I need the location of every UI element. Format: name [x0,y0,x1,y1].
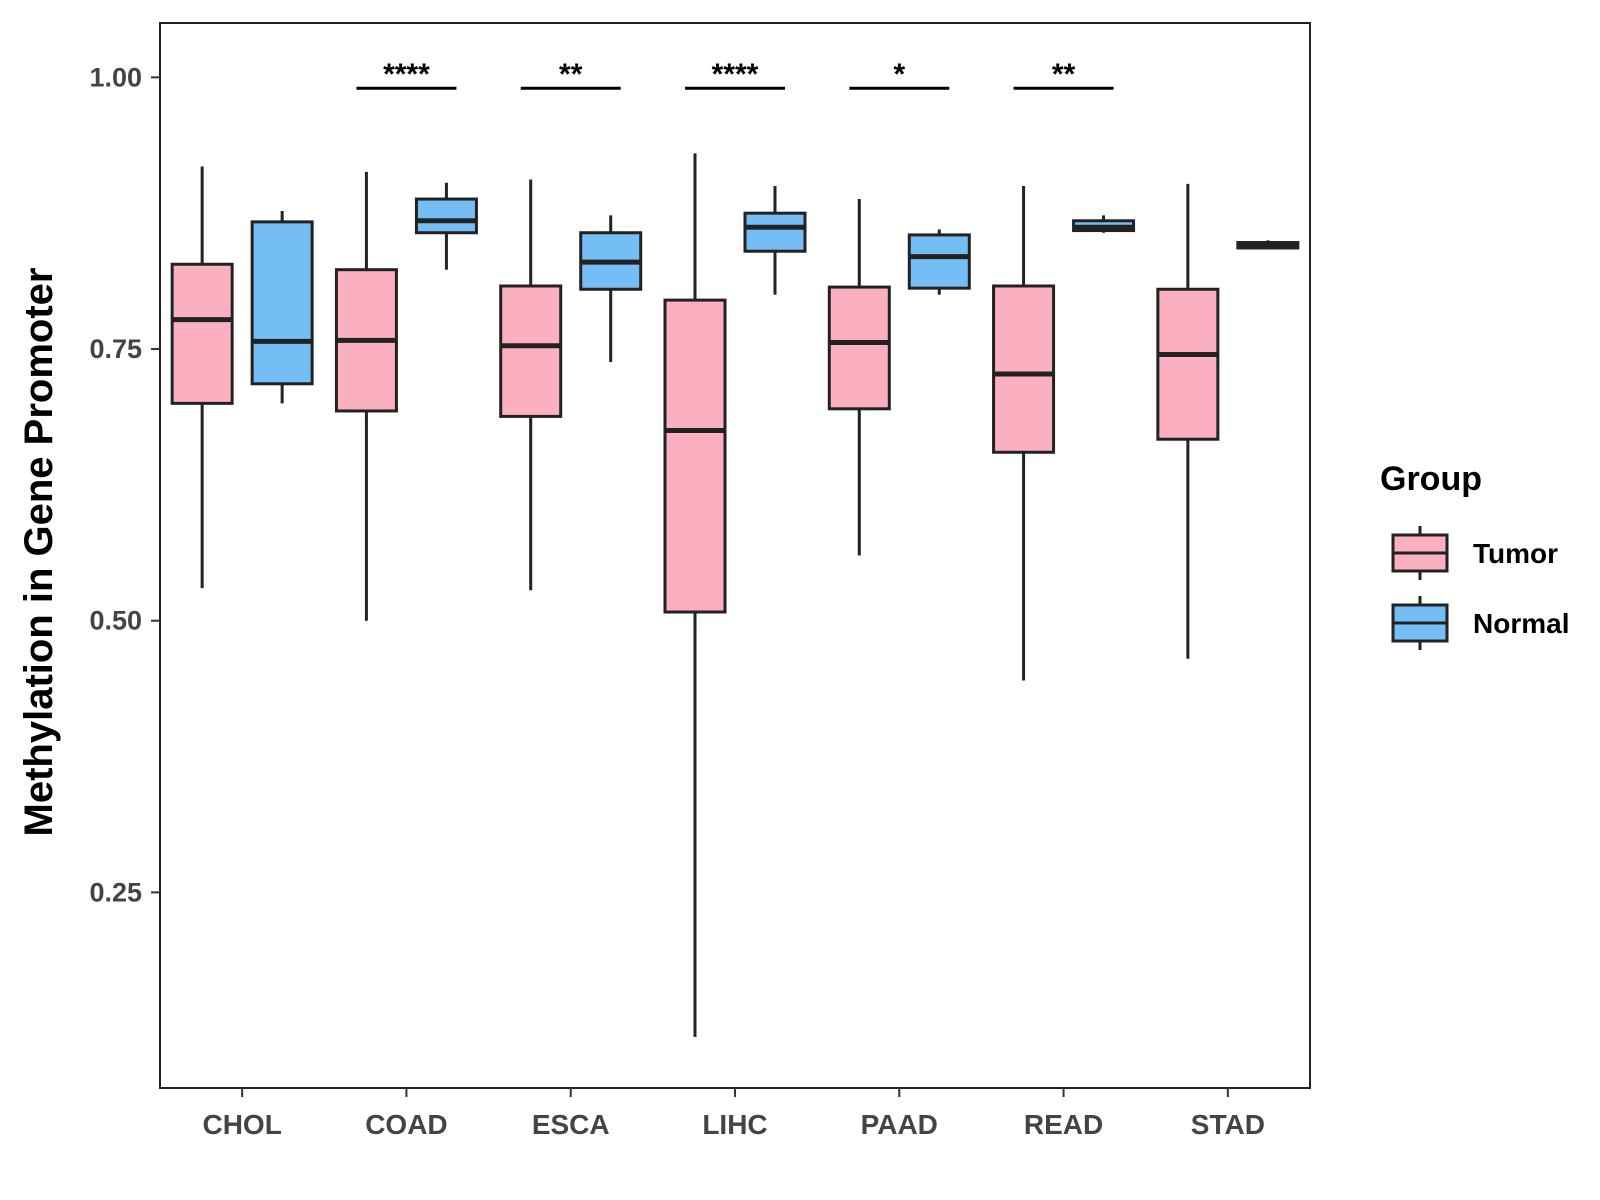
significance-label: **** [383,58,430,91]
legend-item-tumor: Tumor [1391,526,1558,580]
box-body [827,285,891,411]
box-tumor-coad [334,171,398,621]
box-body [907,233,971,290]
box-tumor-stad [1156,183,1220,659]
y-tick-label: 0.25 [89,877,142,907]
box-body [1156,287,1220,441]
box-tumor-esca [499,179,563,591]
box-normal-paad [907,229,971,295]
legend-label: Normal [1473,608,1569,639]
y-tick-label: 0.75 [89,334,142,364]
y-axis-label-group: Methylation in Gene Promoter [17,268,61,837]
y-axis-label: Methylation in Gene Promoter [17,268,61,837]
legend-item-normal: Normal [1391,596,1569,650]
significance-label: **** [712,58,759,91]
box-body [663,298,727,614]
box-tumor-paad [827,199,891,556]
box-normal-stad [1236,240,1300,250]
box-body [992,284,1056,454]
boxes [170,153,1300,1037]
box-tumor-chol [170,166,234,589]
plot-panel [159,22,1311,1089]
box-body [414,197,478,235]
box-normal-esca [579,215,643,363]
box-normal-lihc [743,186,807,295]
box-tumor-read [992,186,1056,681]
y-tick-label: 0.50 [89,606,142,636]
significance-label: * [893,58,905,91]
legend-title: Group [1380,460,1482,498]
box-body [170,262,234,405]
x-tick-label: STAD [1191,1109,1265,1140]
box-body [499,284,563,418]
significance-label: ** [559,58,583,91]
legend-label: Tumor [1473,538,1558,569]
significance-annotations: **** ** **** * ** [356,58,1114,91]
box-body [743,211,807,253]
x-axis: CHOL COAD ESCA LIHC PAAD READ STAD [202,1088,1265,1140]
x-tick-label: CHOL [202,1109,281,1140]
x-tick-label: PAAD [861,1109,938,1140]
box-body [250,220,314,386]
box-normal-read [1072,215,1136,233]
y-tick-label: 1.00 [89,62,142,92]
box-tumor-lihc [663,153,727,1037]
box-normal-chol [250,211,314,404]
y-axis: 0.25 0.50 0.75 1.00 [89,62,160,907]
box-normal-coad [414,182,478,270]
x-tick-label: ESCA [532,1109,610,1140]
x-tick-label: READ [1024,1109,1103,1140]
significance-label: ** [1052,58,1076,91]
legend: Group Tumor Normal [1380,460,1569,650]
x-tick-label: COAD [365,1109,447,1140]
x-tick-label: LIHC [702,1109,767,1140]
